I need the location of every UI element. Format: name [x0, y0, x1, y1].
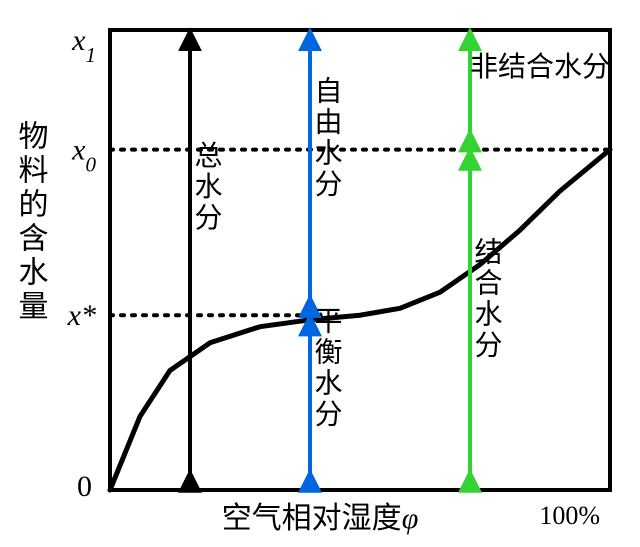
y-tick-xstar: x*: [67, 299, 96, 332]
label-bound: 结合水分: [471, 237, 503, 361]
label-unbound: 非结合水分: [470, 51, 610, 83]
x-axis-100pct: 100%: [539, 501, 600, 530]
x-axis-title: 空气相对湿度φ: [222, 502, 419, 535]
moisture-chart: 0x*x0x1物料的含水量空气相对湿度φ100%总水分自由水分平衡水分结合水分非…: [0, 0, 640, 547]
y-tick-zero: 0: [77, 470, 92, 503]
label-free: 自由水分: [311, 76, 342, 200]
label-equilibrium: 平衡水分: [311, 306, 343, 430]
y-axis-title: 物料的含水量: [14, 120, 49, 324]
label-total: 总水分: [191, 140, 222, 233]
